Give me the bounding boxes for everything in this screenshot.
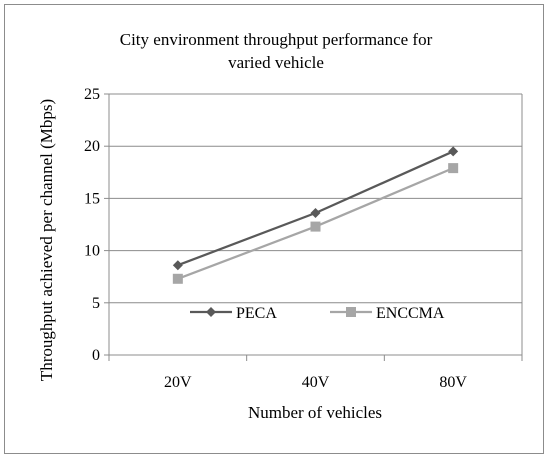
chart-title-line-1: City environment throughput performance … bbox=[120, 30, 433, 49]
x-tick-labels: 20V 40V 80V bbox=[164, 374, 467, 391]
y-tick-labels: 0 5 10 15 20 25 bbox=[84, 86, 100, 364]
y-tick-label: 20 bbox=[84, 138, 100, 155]
y-tick-label: 0 bbox=[92, 347, 100, 364]
y-tick-label: 5 bbox=[92, 295, 100, 312]
legend-item-enccma: ENCCMA bbox=[330, 305, 445, 322]
x-tick-label: 20V bbox=[164, 374, 192, 391]
data-point bbox=[172, 260, 183, 271]
data-point bbox=[310, 208, 321, 219]
data-point bbox=[448, 146, 459, 157]
chart-title-line-2: varied vehicle bbox=[228, 53, 324, 72]
series-peca bbox=[172, 146, 459, 271]
legend-marker bbox=[346, 307, 356, 317]
y-tick-label: 25 bbox=[84, 86, 100, 103]
x-tick-label: 80V bbox=[439, 374, 467, 391]
y-tick-label: 15 bbox=[84, 190, 100, 207]
series-group bbox=[172, 146, 459, 284]
x-tick-label: 40V bbox=[302, 374, 330, 391]
legend-label: PECA bbox=[236, 305, 277, 322]
y-axis-label: Throughput achieved per channel (Mbps) bbox=[37, 99, 56, 381]
gridlines bbox=[109, 93, 522, 304]
legend: PECA ENCCMA bbox=[190, 305, 445, 322]
legend-item-peca: PECA bbox=[190, 305, 277, 322]
y-tick-label: 10 bbox=[84, 243, 100, 260]
axes bbox=[104, 93, 523, 361]
legend-label: ENCCMA bbox=[376, 305, 445, 322]
data-point bbox=[172, 273, 183, 284]
series-enccma bbox=[172, 163, 459, 284]
data-point bbox=[448, 163, 459, 174]
data-point bbox=[310, 221, 321, 232]
legend-marker bbox=[206, 307, 216, 317]
x-axis-label: Number of vehicles bbox=[248, 403, 382, 422]
